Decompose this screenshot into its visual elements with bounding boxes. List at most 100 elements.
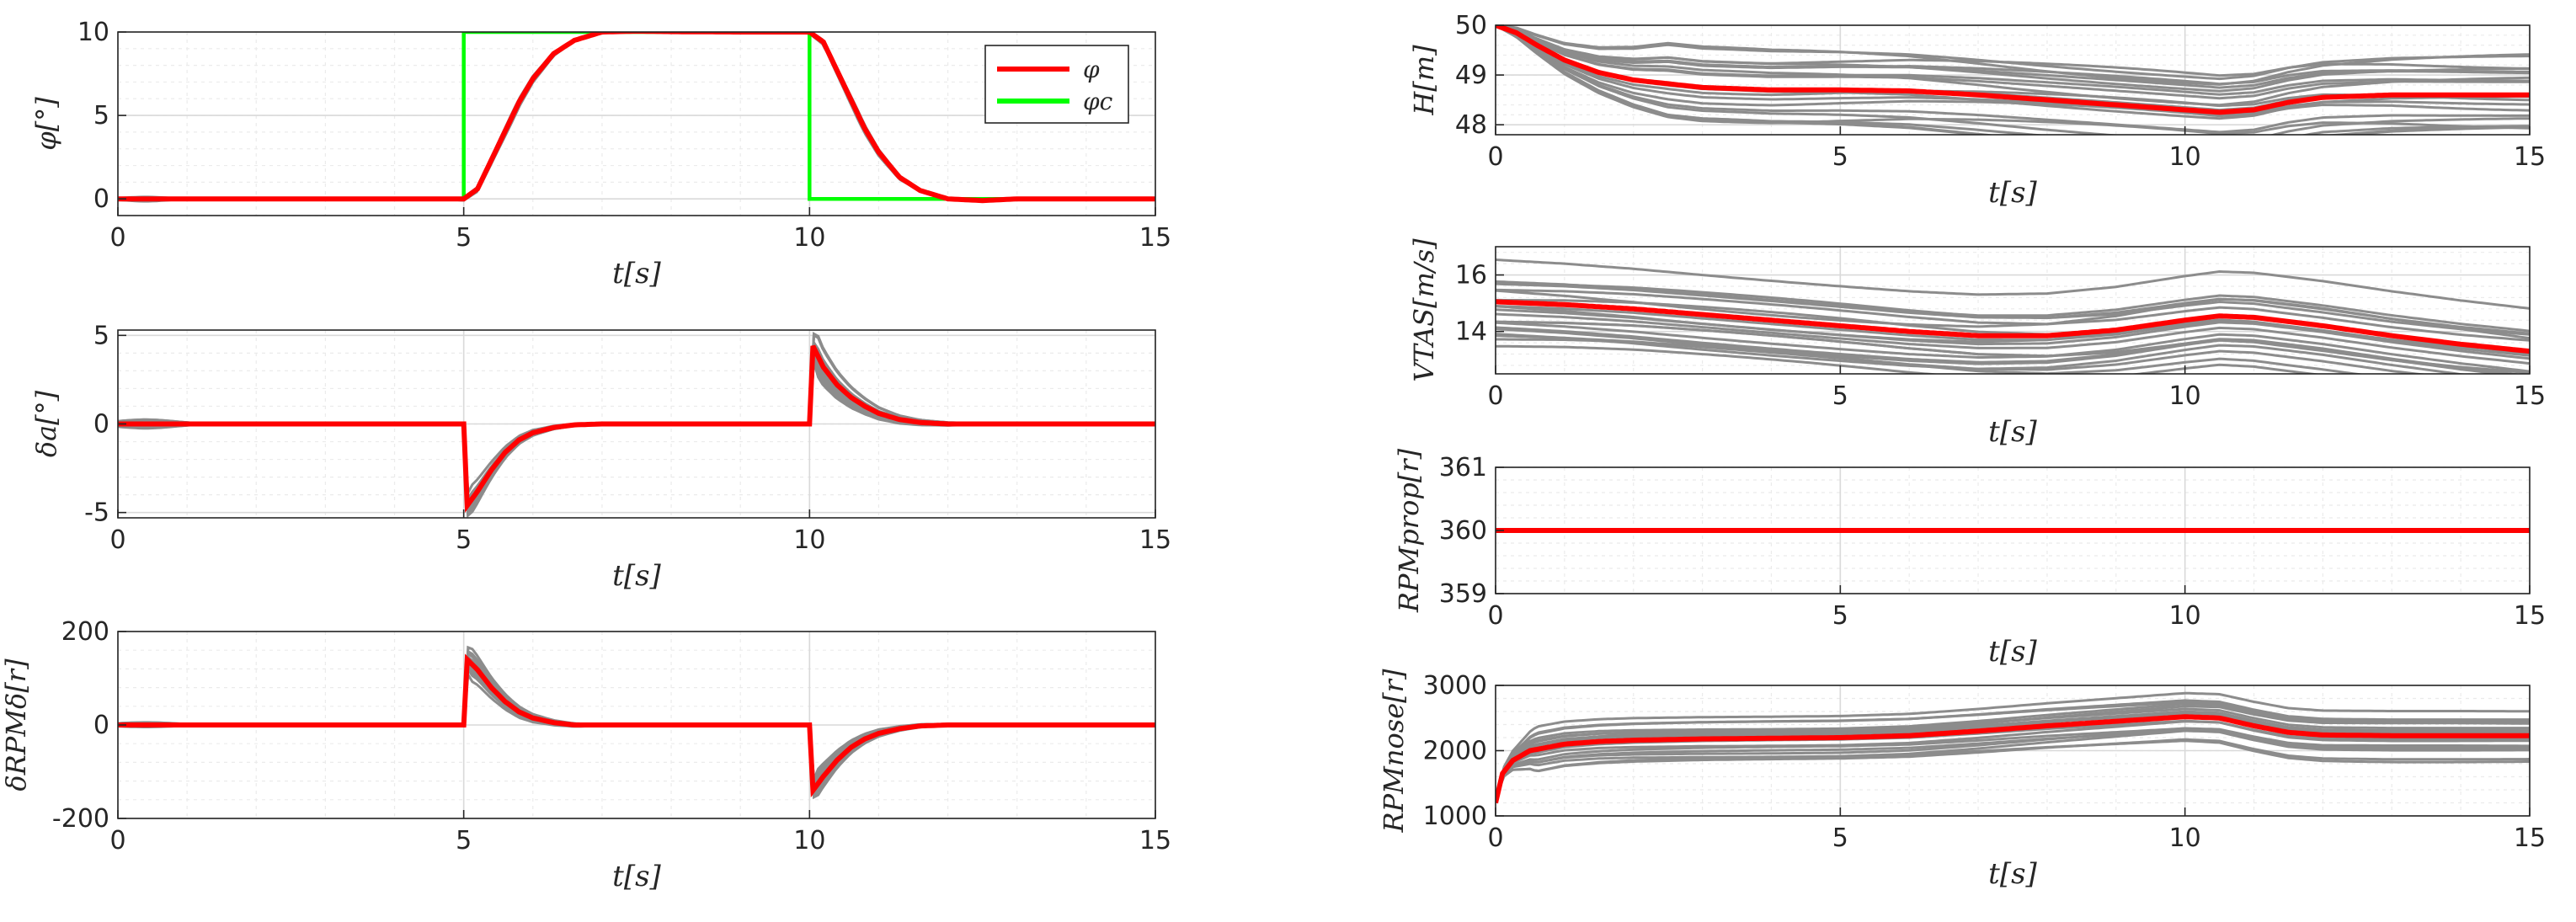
x-tick-label: 15 xyxy=(1139,826,1171,855)
x-tick-label: 15 xyxy=(1139,223,1171,253)
x-tick-label: 15 xyxy=(1139,525,1171,555)
x-tick-label: 5 xyxy=(456,525,472,555)
x-tick-label: 10 xyxy=(793,826,825,855)
y-tick-label: 48 xyxy=(1455,110,1487,140)
x-tick-label: 10 xyxy=(793,525,825,555)
y-tick-label: 5 xyxy=(93,321,109,350)
x-tick-label: 0 xyxy=(1487,381,1503,411)
y-tick-label: 50 xyxy=(1455,11,1487,40)
x-tick-label: 0 xyxy=(109,525,125,555)
subplot-roll-angle: 0 5 10 15 0 5 10 t[s] φ[°] φ φc xyxy=(30,18,1171,290)
monte-carlo-trace xyxy=(1496,288,2530,342)
y-tick-label: 16 xyxy=(1455,261,1487,290)
x-axis-label: t[s] xyxy=(1988,635,2037,669)
x-tick-label: 0 xyxy=(109,826,125,855)
series-group xyxy=(1496,258,2530,374)
y-tick-label: 2000 xyxy=(1423,737,1487,766)
legend-label: φc xyxy=(1083,88,1113,115)
x-tick-label: 10 xyxy=(2169,142,2201,172)
monte-carlo-trace xyxy=(1496,25,2530,86)
monte-carlo-trace xyxy=(1496,720,2530,803)
y-axis-label: δa[°] xyxy=(30,390,62,457)
subplot-altitude: 0 5 10 15 48 49 50 t[s] H[m] xyxy=(1408,11,2546,210)
subplot-nose-rpm: 0 5 10 15 1000 2000 3000 t[s] RPMnose[r] xyxy=(1378,669,2546,891)
y-axis-label: VTAS[m/s] xyxy=(1408,238,1440,382)
x-tick-label: 0 xyxy=(1487,142,1503,172)
monte-carlo-trace xyxy=(1496,25,2530,118)
monte-carlo-trace xyxy=(1496,344,2322,374)
x-axis-label: t[s] xyxy=(1988,857,2037,891)
x-tick-label: 5 xyxy=(456,223,472,253)
y-tick-label: 1000 xyxy=(1423,802,1487,831)
y-tick-label: 359 xyxy=(1439,579,1487,609)
monte-carlo-trace xyxy=(1496,282,2530,335)
x-tick-label: 15 xyxy=(2514,823,2546,853)
x-tick-label: 15 xyxy=(2514,601,2546,631)
series-group xyxy=(118,332,1155,518)
x-tick-label: 15 xyxy=(2514,142,2546,172)
y-axis-label: H[m] xyxy=(1408,45,1440,116)
monte-carlo-trace xyxy=(1496,25,2530,77)
monte-carlo-trace xyxy=(1496,729,2530,803)
monte-carlo-trace xyxy=(1496,738,2530,803)
x-tick-label: 5 xyxy=(456,826,472,855)
monte-carlo-trace xyxy=(1496,326,2522,374)
series-group xyxy=(118,645,1155,800)
axes-box xyxy=(1495,24,2531,136)
x-axis-label: t[s] xyxy=(612,860,661,893)
mean-line xyxy=(118,32,1155,204)
y-axis-label: φ[°] xyxy=(30,97,62,151)
monte-carlo-trace xyxy=(1496,25,2530,107)
x-tick-label: 0 xyxy=(1487,601,1503,631)
x-tick-label: 0 xyxy=(109,223,125,253)
y-tick-label: 5 xyxy=(93,101,109,131)
mean-line xyxy=(1496,714,2530,804)
monte-carlo-trace xyxy=(1496,312,2530,365)
monte-carlo-trace xyxy=(1496,25,2530,135)
y-tick-label: 360 xyxy=(1439,516,1487,546)
x-axis-label: t[s] xyxy=(1988,176,2037,210)
x-tick-label: 10 xyxy=(793,223,825,253)
y-axis-label: RPMnose[r] xyxy=(1378,669,1410,833)
y-tick-label: 0 xyxy=(93,410,109,440)
monte-carlo-trace xyxy=(1496,25,2530,135)
y-tick-label: 49 xyxy=(1455,61,1487,90)
axes-box xyxy=(117,31,1156,216)
plot-area xyxy=(118,32,1155,216)
y-axis-label: δRPMδ[r] xyxy=(0,658,32,791)
x-tick-label: 0 xyxy=(1487,823,1503,853)
monte-carlo-trace xyxy=(1496,258,2530,310)
mean-line xyxy=(1496,299,2530,354)
mean-line xyxy=(1496,25,2530,115)
mean-line xyxy=(118,653,1155,798)
series-group xyxy=(1496,691,2530,804)
y-tick-label: 14 xyxy=(1455,317,1487,347)
x-tick-label: 10 xyxy=(2169,823,2201,853)
monte-carlo-trace xyxy=(1496,702,2530,803)
x-tick-label: 15 xyxy=(2514,381,2546,411)
monte-carlo-trace xyxy=(1496,25,2530,134)
x-axis-label: t[s] xyxy=(612,257,661,290)
subplot-propeller-rpm: 0 5 10 15 359 360 361 t[s] RPMprop[r] xyxy=(1393,448,2546,669)
monte-carlo-trace xyxy=(1496,691,2530,803)
y-tick-label: 10 xyxy=(77,18,109,47)
axes-box xyxy=(1495,246,2531,375)
x-tick-label: 5 xyxy=(1832,823,1848,853)
legend-box xyxy=(984,45,1129,124)
y-tick-label: 0 xyxy=(93,184,109,214)
x-tick-label: 10 xyxy=(2169,381,2201,411)
x-tick-label: 5 xyxy=(1832,601,1848,631)
legend-label: φ xyxy=(1083,56,1100,83)
legend: φ φc xyxy=(984,45,1129,124)
y-tick-label: -200 xyxy=(52,804,109,834)
series-group xyxy=(118,32,1155,204)
monte-carlo-trace xyxy=(1496,334,2428,374)
subplot-airspeed: 0 5 10 15 14 16 t[s] VTAS[m/s] xyxy=(1408,238,2546,449)
y-tick-label: -5 xyxy=(84,498,109,528)
x-axis-label: t[s] xyxy=(1988,415,2037,449)
x-tick-label: 5 xyxy=(1832,381,1848,411)
y-tick-label: 0 xyxy=(93,711,109,740)
